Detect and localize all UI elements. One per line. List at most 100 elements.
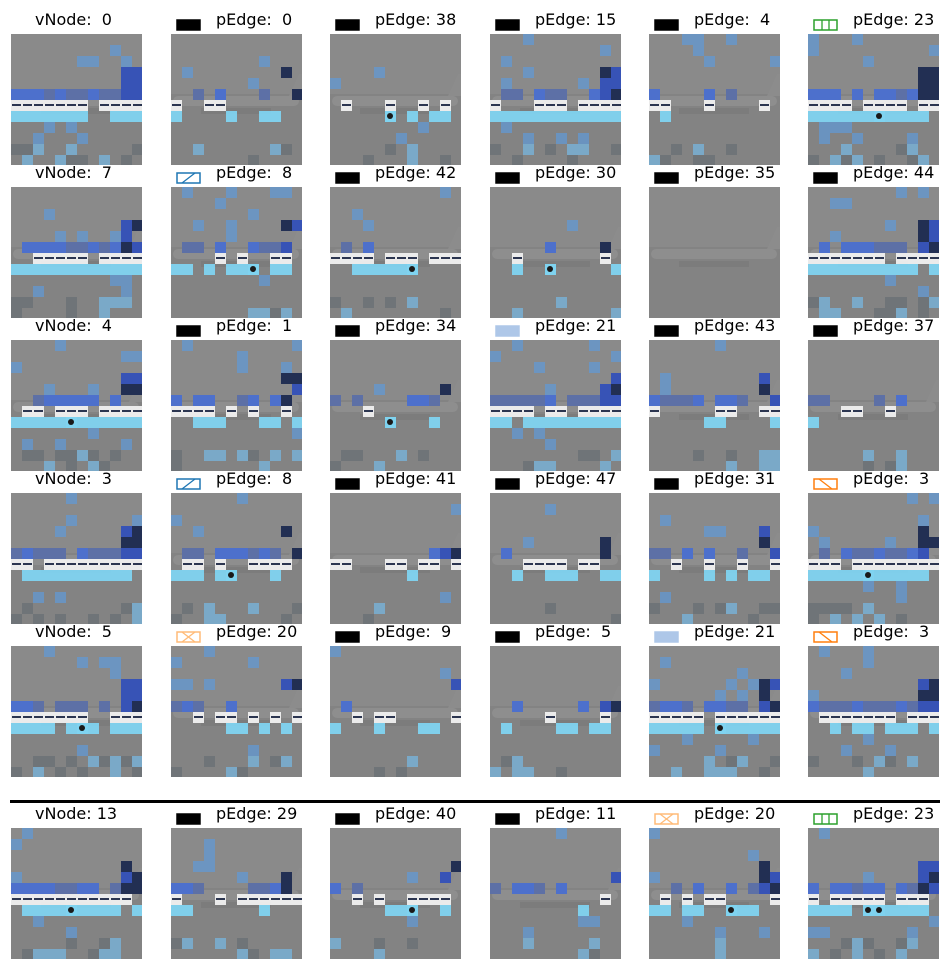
label-key: pEdge: [694,316,750,335]
pedge-label: pEdge: 8 [216,162,292,184]
label-value: 7 [101,163,112,182]
pedge-patch-thumbnail [808,34,939,165]
legend-swatch [654,475,679,490]
patch-image [330,646,461,777]
legend-swatch-solid-black [335,631,360,643]
patch-image [649,340,780,471]
pedge-patch-thumbnail [171,187,302,318]
patch-image [171,493,302,624]
legend-swatch-solid-black [654,172,679,184]
label-key: pEdge: [694,804,750,823]
legend-swatch-solid-black [654,19,679,31]
pedge-patch-thumbnail [649,34,780,165]
pedge-patch-thumbnail [808,828,939,959]
legend-swatch [495,810,520,825]
pedge-label: pEdge: 9 [375,621,451,643]
label-value: 21 [595,316,617,335]
label-value: 43 [754,316,776,335]
legend-swatch-blue-slash [176,172,201,184]
pedge-patch-thumbnail [171,34,302,165]
pedge-label: pEdge: 4 [694,9,770,31]
legend-swatch [813,628,838,643]
pedge-patch-thumbnail [490,34,621,165]
patch-image [649,34,780,165]
label-key: pEdge: [853,316,909,335]
label-value: 9 [440,622,452,641]
label-key: vNode: [35,804,92,823]
label-key: pEdge: [694,622,750,641]
pedge-label: pEdge: 35 [694,162,775,184]
label-key: pEdge: [216,622,272,641]
patch-image [649,828,780,959]
pedge-label: pEdge: 37 [853,315,934,337]
pedge-patch-thumbnail [330,828,461,959]
label-value: 21 [754,622,776,641]
label-value: 20 [754,804,776,823]
pedge-patch-thumbnail [649,828,780,959]
label-value: 41 [435,469,457,488]
label-key: pEdge: [375,316,431,335]
label-value: 4 [101,316,112,335]
pedge-label: pEdge: 0 [216,9,292,31]
label-value: 23 [913,10,935,29]
legend-swatch-solid-black [495,478,520,490]
label-value: 3 [918,622,930,641]
vnode-label: vNode: 13 [35,803,117,825]
label-value: 40 [435,804,457,823]
patch-image [808,34,939,165]
label-key: pEdge: [853,622,909,641]
pedge-patch-thumbnail [330,187,461,318]
patch-image [649,646,780,777]
legend-swatch-solid-black [335,19,360,31]
legend-swatch-solid-black [335,813,360,825]
label-value: 37 [913,316,935,335]
vnode-patch-thumbnail [11,34,142,165]
pedge-patch-thumbnail [490,828,621,959]
label-value: 35 [754,163,776,182]
label-key: pEdge: [375,163,431,182]
label-key: pEdge: [375,622,431,641]
pedge-label: pEdge: 41 [375,468,456,490]
legend-swatch [335,475,360,490]
legend-swatch-solid-black [495,172,520,184]
patch-image [808,493,939,624]
label-value: 8 [281,469,293,488]
pedge-patch-thumbnail [490,493,621,624]
patch-image [11,646,142,777]
label-key: pEdge: [535,804,591,823]
pedge-label: pEdge: 21 [694,621,775,643]
label-key: pEdge: [216,469,272,488]
legend-swatch [654,169,679,184]
label-value: 31 [754,469,776,488]
label-key: pEdge: [216,316,272,335]
pedge-label: pEdge: 23 [853,9,934,31]
patch-image [808,828,939,959]
patch-image [490,493,621,624]
pedge-patch-thumbnail [171,493,302,624]
legend-swatch-solid-black [335,172,360,184]
legend-swatch [335,169,360,184]
label-value: 3 [101,469,112,488]
patch-image [490,340,621,471]
vnode-label: vNode: 0 [35,9,112,31]
label-key: vNode: [35,10,92,29]
pedge-label: pEdge: 3 [853,621,929,643]
label-value: 44 [913,163,935,182]
label-value: 38 [435,10,457,29]
legend-swatch-peach-cross [654,813,679,825]
pedge-patch-thumbnail [649,340,780,471]
pedge-label: pEdge: 15 [535,9,616,31]
legend-swatch-orange-backslash [813,631,838,643]
label-key: pEdge: [216,10,272,29]
label-key: pEdge: [216,163,272,182]
legend-swatch-solid-black [813,172,838,184]
label-key: pEdge: [535,10,591,29]
label-key: pEdge: [375,10,431,29]
label-key: pEdge: [375,804,431,823]
patch-image [490,34,621,165]
legend-swatch-solid-black [335,478,360,490]
label-key: pEdge: [216,804,272,823]
label-value: 30 [595,163,617,182]
legend-swatch-solid-black [495,19,520,31]
legend-swatch [654,16,679,31]
